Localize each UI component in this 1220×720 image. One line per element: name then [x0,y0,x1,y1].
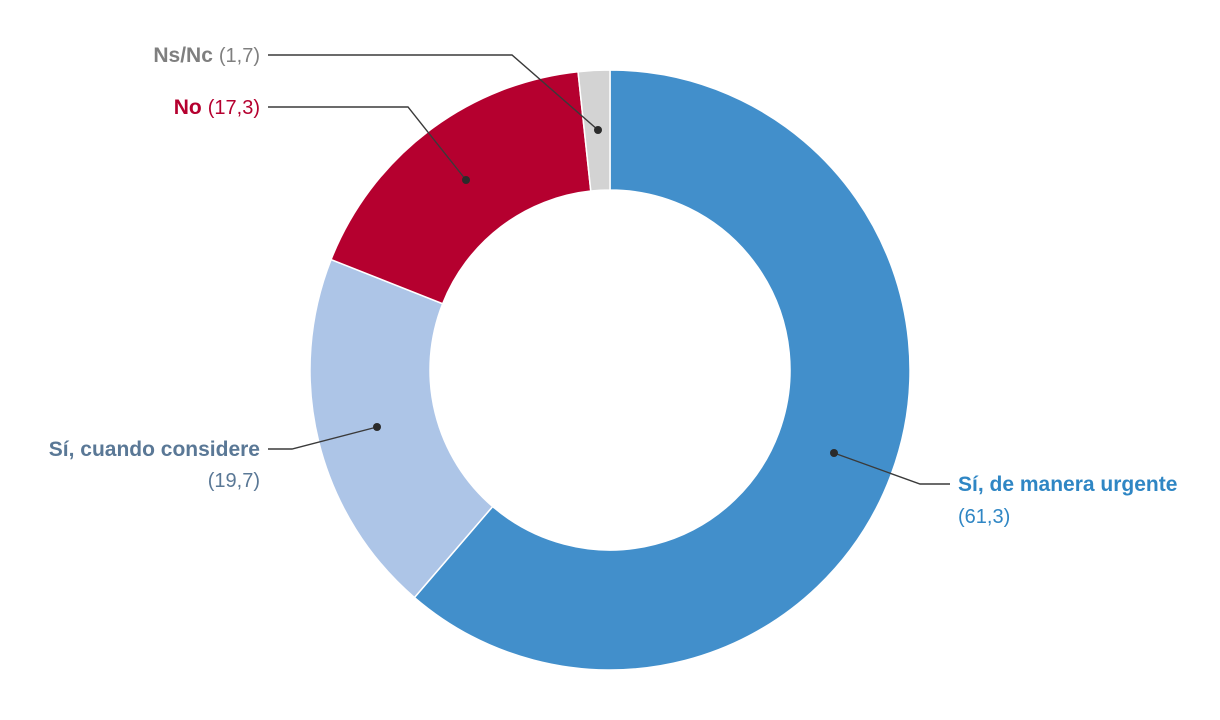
label-group-si-urgente: Sí, de manera urgente (61,3) [830,449,1177,528]
label-name-si-urgente: Sí, de manera urgente [958,473,1177,496]
label-value-si-cuando-considere: (19,7) [208,470,260,492]
label-no: No (17,3) [174,96,260,119]
leader-line-ns-nc [268,54,599,131]
donut-slices [309,69,911,671]
leader-line-si-urgente [833,452,950,485]
label-name-si-cuando-considere: Sí, cuando considere [49,438,260,461]
slice-no [330,70,592,305]
slice-ns-nc [577,69,611,192]
label-group-si-cuando-considere: Sí, cuando considere (19,7) [49,423,381,492]
leader-dot-si-urgente [830,449,838,457]
leader-line-no [268,106,467,181]
label-ns-nc: Ns/Nc (1,7) [153,44,260,67]
slice-si-de-manera-urgente [413,69,911,671]
label-name-ns-nc: Ns/Nc [153,44,213,67]
label-group-ns-nc: Ns/Nc (1,7) [153,44,602,134]
label-value-no: (17,3) [208,97,260,119]
label-value-si-urgente: (61,3) [958,506,1010,528]
leader-line-si-cuando-considere [268,426,378,450]
leader-dot-ns-nc [594,126,602,134]
label-value-ns-nc: (1,7) [219,45,260,67]
label-name-no: No [174,96,202,119]
slice-si-cuando-considere [309,258,494,599]
label-group-no: No (17,3) [174,96,470,184]
leader-dot-no [462,176,470,184]
leader-dot-si-cuando-considere [373,423,381,431]
